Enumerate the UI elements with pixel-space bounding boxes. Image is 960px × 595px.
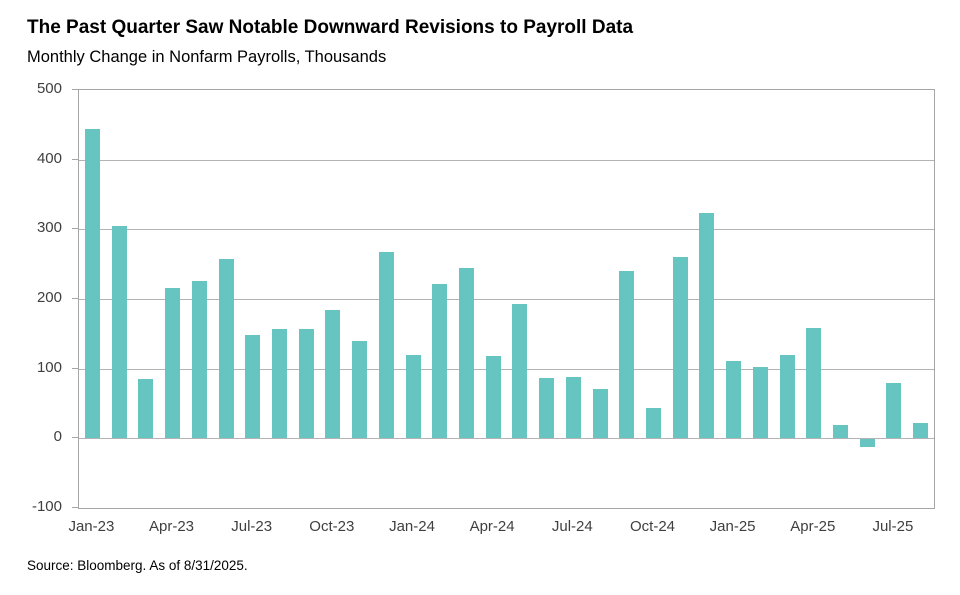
bar-Apr-25 [806,328,822,439]
x-axis-label-Apr-24: Apr-24 [469,518,515,535]
x-axis-label-Jan-25: Jan-25 [709,518,756,535]
bar-Oct-24 [646,407,661,439]
bar-Sep-23 [298,329,314,439]
bar-Aug-24 [592,388,608,439]
bar-Oct-23 [325,309,341,439]
x-axis-label-Jan-23: Jan-23 [68,518,115,535]
x-axis-label-Apr-25: Apr-25 [790,518,836,535]
bar-Aug-25 [913,423,929,439]
x-axis-label-Jan-24: Jan-24 [389,518,435,535]
bar-Apr-24 [485,356,501,439]
y-tick--100 [72,507,78,508]
y-axis-label-100: 100 [36,358,62,376]
bar-Apr-23 [165,287,180,439]
bar-Nov-23 [352,340,367,439]
y-axis-label-400: 400 [36,149,62,167]
bar-Jul-24 [565,377,581,439]
bar-Jun-23 [218,259,234,439]
chart-subtitle: Monthly Change in Nonfarm Payrolls, Thou… [27,48,387,66]
bar-Dec-24 [699,213,715,439]
bar-Feb-25 [752,367,768,439]
bar-Feb-23 [111,225,127,439]
x-axis-label-Oct-24: Oct-24 [629,518,675,535]
bar-Dec-23 [378,251,394,439]
bar-Mar-25 [779,354,795,439]
bar-Jul-23 [245,335,261,439]
y-axis-label-200: 200 [36,289,62,306]
gridline-400 [79,159,934,161]
plot-area [78,89,935,509]
y-tick-200 [72,298,78,299]
bar-May-24 [512,303,528,439]
x-axis-label-Jul-24: Jul-24 [551,518,593,535]
gridline-100 [79,368,934,370]
y-axis-label-500: 500 [36,80,62,97]
x-axis-label-Apr-23: Apr-23 [148,518,195,535]
bar-Jun-25 [859,438,875,448]
y-axis-label-300: 300 [36,219,62,237]
bar-Feb-24 [432,283,448,439]
bar-May-25 [833,425,848,439]
y-axis-label--100: -100 [31,498,62,515]
x-axis-label-Jul-23: Jul-23 [231,518,273,535]
bar-Jan-25 [726,361,742,439]
bar-Jul-25 [886,383,902,439]
bar-Jan-23 [84,129,100,439]
zero-line [79,438,934,440]
bar-May-23 [191,280,207,439]
bar-Sep-24 [619,271,635,439]
bar-Jan-24 [405,355,421,439]
x-axis-label-Oct-23: Oct-23 [309,518,355,535]
y-tick-400 [72,158,78,160]
chart-title: The Past Quarter Saw Notable Downward Re… [27,17,634,38]
bar-Mar-23 [138,379,154,439]
bar-Jun-24 [539,378,555,439]
y-tick-500 [72,89,78,90]
x-axis-label-Jul-25: Jul-25 [872,518,914,535]
gridline-300 [79,229,934,231]
source-note: Source: Bloomberg. As of 8/31/2025. [27,558,248,573]
bar-Aug-23 [271,329,287,439]
y-axis-label-0: 0 [53,428,62,446]
bar-Nov-24 [672,256,688,439]
bar-Mar-24 [458,267,474,439]
y-tick-0 [72,437,78,439]
gridline-200 [79,299,934,300]
y-tick-300 [72,228,78,230]
y-tick-100 [72,367,78,369]
